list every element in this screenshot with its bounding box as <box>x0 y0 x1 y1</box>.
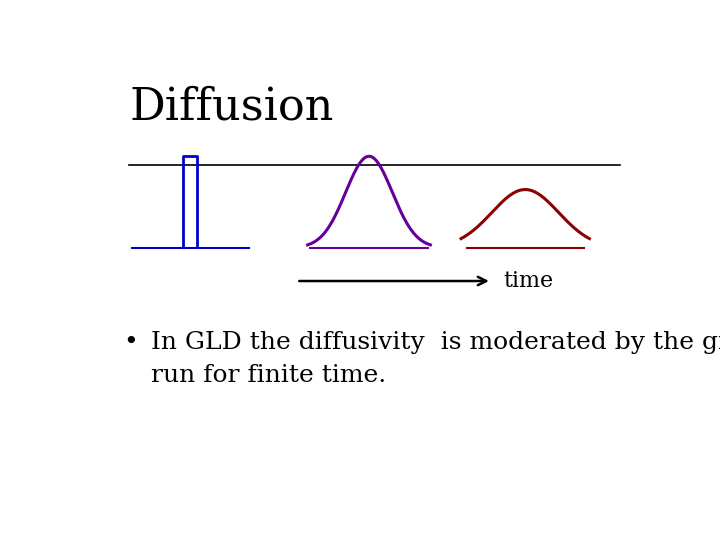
Text: In GLD the diffusivity  is moderated by the gradient magnitude, and the simulati: In GLD the diffusivity is moderated by t… <box>151 331 720 387</box>
Text: •: • <box>124 331 138 354</box>
Text: time: time <box>503 270 553 292</box>
Text: Diffusion: Diffusion <box>129 85 333 129</box>
